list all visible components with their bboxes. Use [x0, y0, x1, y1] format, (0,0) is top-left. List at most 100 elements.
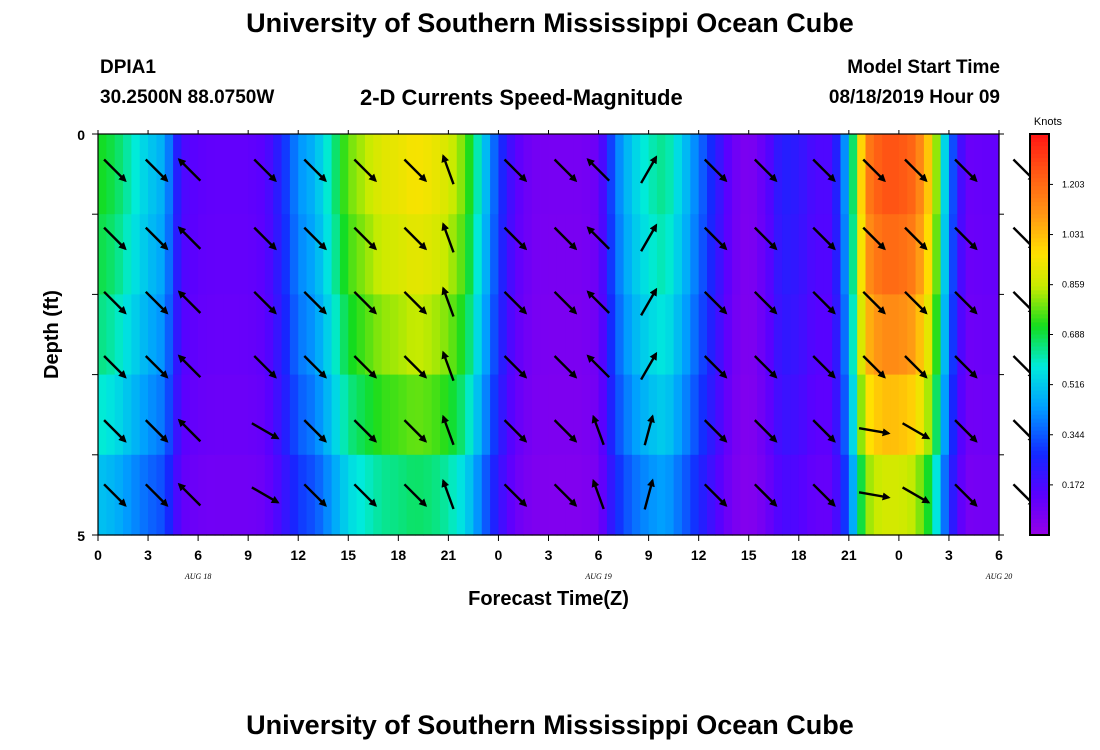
heatmap-cell	[314, 214, 324, 295]
colorbar-segment	[1030, 518, 1049, 524]
heatmap-cell	[615, 214, 625, 295]
current-arrow	[703, 483, 728, 507]
current-arrow	[703, 290, 728, 315]
heatmap-cell	[456, 454, 466, 536]
heatmap-cell	[790, 134, 800, 215]
heatmap-cell	[498, 374, 508, 456]
heatmap-cell	[214, 134, 224, 215]
heatmap-cell	[348, 294, 358, 376]
colorbar-segment	[1030, 486, 1049, 492]
heatmap-cell	[690, 214, 700, 295]
current-arrow	[904, 355, 928, 379]
heatmap-cell	[189, 374, 199, 456]
heatmap-cell	[982, 134, 992, 215]
x-tick-label: 15	[340, 547, 356, 563]
heatmap-cell	[523, 134, 533, 215]
heatmap-cell	[715, 294, 725, 376]
heatmap-cell	[231, 214, 241, 295]
colorbar-unit: Knots	[1034, 116, 1063, 128]
heatmap-cell	[148, 134, 157, 215]
heatmap-cell	[473, 214, 483, 295]
heatmap-cell	[581, 134, 591, 215]
heatmap-cell	[665, 134, 675, 215]
heatmap-cell	[623, 294, 633, 376]
heatmap-cell	[573, 374, 583, 456]
heatmap-cell	[114, 454, 124, 536]
heatmap-cell	[882, 134, 892, 215]
heatmap-cell	[757, 374, 767, 456]
heatmap-cell	[223, 294, 233, 376]
heatmap-cell	[289, 294, 299, 376]
heatmap-cell	[356, 214, 366, 295]
current-arrow	[441, 286, 455, 317]
heatmap-cell	[840, 294, 850, 376]
x-tick-label: 21	[841, 547, 857, 563]
current-arrow	[812, 226, 836, 251]
heatmap-cell	[631, 214, 641, 295]
heatmap-cell	[723, 374, 733, 456]
heatmap-cell	[990, 374, 1000, 456]
heatmap-cell	[273, 454, 283, 536]
heatmap-cell	[590, 294, 600, 376]
current-arrow	[403, 158, 428, 183]
colorbar-segment	[1030, 206, 1049, 211]
heatmap-cell	[623, 454, 633, 536]
heatmap-cell	[123, 294, 132, 376]
heatmap-cell	[323, 134, 333, 215]
heatmap-cell	[698, 374, 708, 456]
heatmap-cell	[665, 374, 675, 456]
x-tick-label: 9	[645, 547, 653, 563]
heatmap-cell	[723, 134, 733, 215]
heatmap-cell	[498, 134, 508, 215]
heatmap-cell	[490, 214, 500, 295]
heatmap-cell	[556, 134, 566, 215]
current-arrow	[862, 226, 886, 251]
x-tick-label: 3	[545, 547, 553, 563]
current-arrow	[253, 226, 277, 251]
heatmap-cell	[832, 214, 842, 295]
heatmap-cell	[873, 214, 883, 295]
heatmap-cell	[448, 454, 458, 536]
heatmap-cell	[556, 294, 566, 376]
heatmap-cell	[106, 294, 116, 376]
heatmap-cell	[890, 374, 900, 456]
heatmap-cell	[423, 134, 433, 215]
heatmap-cell	[256, 134, 266, 215]
colorbar-segment	[1030, 222, 1049, 227]
heatmap-cell	[256, 214, 266, 295]
current-arrow	[177, 482, 202, 507]
heatmap-cell	[181, 214, 191, 295]
x-tick-label: 15	[741, 547, 757, 563]
current-arrow	[103, 355, 127, 379]
heatmap-cell	[565, 294, 575, 376]
heatmap-cell	[898, 294, 908, 376]
current-arrow	[703, 419, 728, 443]
colorbar-segment	[1030, 466, 1049, 472]
colorbar-segment	[1030, 410, 1049, 416]
heatmap-cell	[965, 374, 975, 456]
heatmap-cell	[940, 294, 950, 376]
heatmap-cell	[598, 214, 608, 295]
heatmap-cell	[465, 454, 475, 536]
heatmap-cell	[606, 294, 616, 376]
current-arrow	[503, 226, 528, 251]
colorbar-segment	[1030, 214, 1049, 219]
heatmap-cell	[239, 214, 249, 295]
heatmap-cell	[239, 294, 249, 376]
heatmap-cell	[556, 374, 566, 456]
heatmap-cell	[890, 134, 900, 215]
heatmap-cell	[615, 374, 625, 456]
heatmap-cell	[540, 294, 550, 376]
current-arrow	[703, 226, 728, 251]
heatmap-cell	[740, 134, 750, 215]
colorbar-segment	[1030, 298, 1049, 304]
heatmap-cell	[331, 374, 341, 456]
heatmap-cell	[148, 214, 157, 295]
heatmap-cell	[673, 374, 683, 456]
colorbar-tick-label: 0.344	[1062, 430, 1085, 440]
heatmap-cell	[740, 294, 750, 376]
heatmap-cell	[898, 214, 908, 295]
colorbar-segment	[1030, 154, 1049, 159]
heatmap-cell	[798, 214, 808, 295]
heatmap-cell	[114, 294, 124, 376]
